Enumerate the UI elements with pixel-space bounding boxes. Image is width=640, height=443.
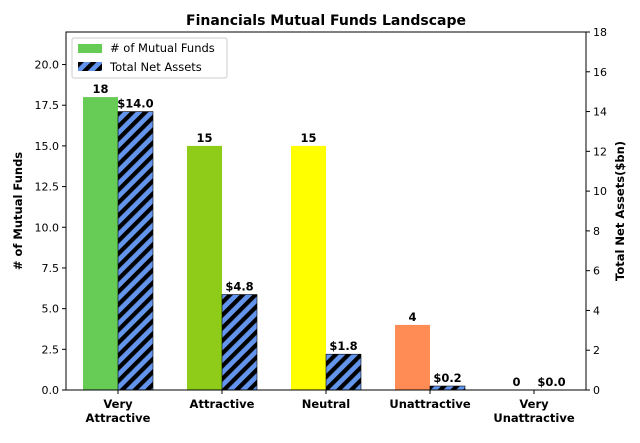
bar-mutual-funds	[291, 145, 326, 390]
y-axis-right-label: Total Net Assets($bn)	[613, 141, 627, 281]
bar-mutual-funds	[83, 97, 118, 390]
y-left-tick-label: 10.0	[35, 221, 60, 234]
y-left-tick-label: 17.5	[35, 99, 60, 112]
x-tick-label: Very	[519, 397, 549, 411]
legend: # of Mutual Funds Total Net Assets	[71, 37, 228, 79]
legend-swatch-mutual-funds	[78, 44, 102, 53]
x-tick-label: Neutral	[302, 397, 350, 411]
y-axis-left-label: # of Mutual Funds	[11, 152, 25, 270]
data-label-net-assets: $0.2	[433, 371, 461, 385]
y-right-tick-label: 2	[593, 344, 600, 357]
x-tick-label: Attractive	[86, 411, 151, 425]
y-right-tick-label: 14	[593, 106, 607, 119]
bar-mutual-funds	[395, 324, 430, 390]
data-label-net-assets: $1.8	[329, 339, 357, 353]
x-tick-label: Unattractive	[493, 411, 574, 425]
data-label-mutual-funds: 4	[408, 310, 416, 324]
y-left-tick-label: 12.5	[35, 181, 60, 194]
legend-swatch-net-assets	[78, 62, 102, 71]
bar-mutual-funds	[187, 145, 222, 390]
y-left-tick-label: 2.5	[42, 343, 60, 356]
y-right-tick-label: 8	[593, 225, 600, 238]
data-label-mutual-funds: 0	[512, 375, 520, 389]
y-right-tick-label: 16	[593, 66, 607, 79]
y-right-tick-label: 12	[593, 145, 607, 158]
data-label-net-assets: $4.8	[225, 280, 253, 294]
y-left-tick-label: 5.0	[42, 303, 60, 316]
bar-net-assets	[222, 294, 257, 390]
y-right-tick-label: 4	[593, 304, 600, 317]
data-label-mutual-funds: 18	[92, 82, 108, 96]
legend-label-mutual-funds: # of Mutual Funds	[110, 41, 215, 55]
bar-net-assets	[326, 354, 361, 390]
x-tick-label: Very	[103, 397, 133, 411]
legend-box	[71, 37, 228, 79]
x-tick-label: Attractive	[190, 397, 255, 411]
bar-net-assets	[118, 111, 153, 391]
y-left-tick-label: 0.0	[42, 384, 60, 397]
data-label-mutual-funds: 15	[300, 131, 316, 145]
data-label-net-assets: $14.0	[117, 97, 153, 111]
data-label-mutual-funds: 15	[196, 131, 212, 145]
y-left-tick-label: 20.0	[35, 59, 60, 72]
y-right-tick-label: 0	[593, 384, 600, 397]
y-right-tick-label: 18	[593, 26, 607, 39]
chart-title: Financials Mutual Funds Landscape	[186, 13, 466, 29]
data-label-net-assets: $0.0	[537, 375, 565, 389]
y-left-tick-label: 7.5	[42, 262, 60, 275]
y-right-tick-label: 10	[593, 185, 607, 198]
bar-net-assets	[430, 386, 465, 390]
y-left-tick-label: 15.0	[35, 140, 60, 153]
x-tick-label: Unattractive	[389, 397, 470, 411]
y-right-tick-label: 6	[593, 265, 600, 278]
legend-label-net-assets: Total Net Assets	[109, 60, 202, 74]
